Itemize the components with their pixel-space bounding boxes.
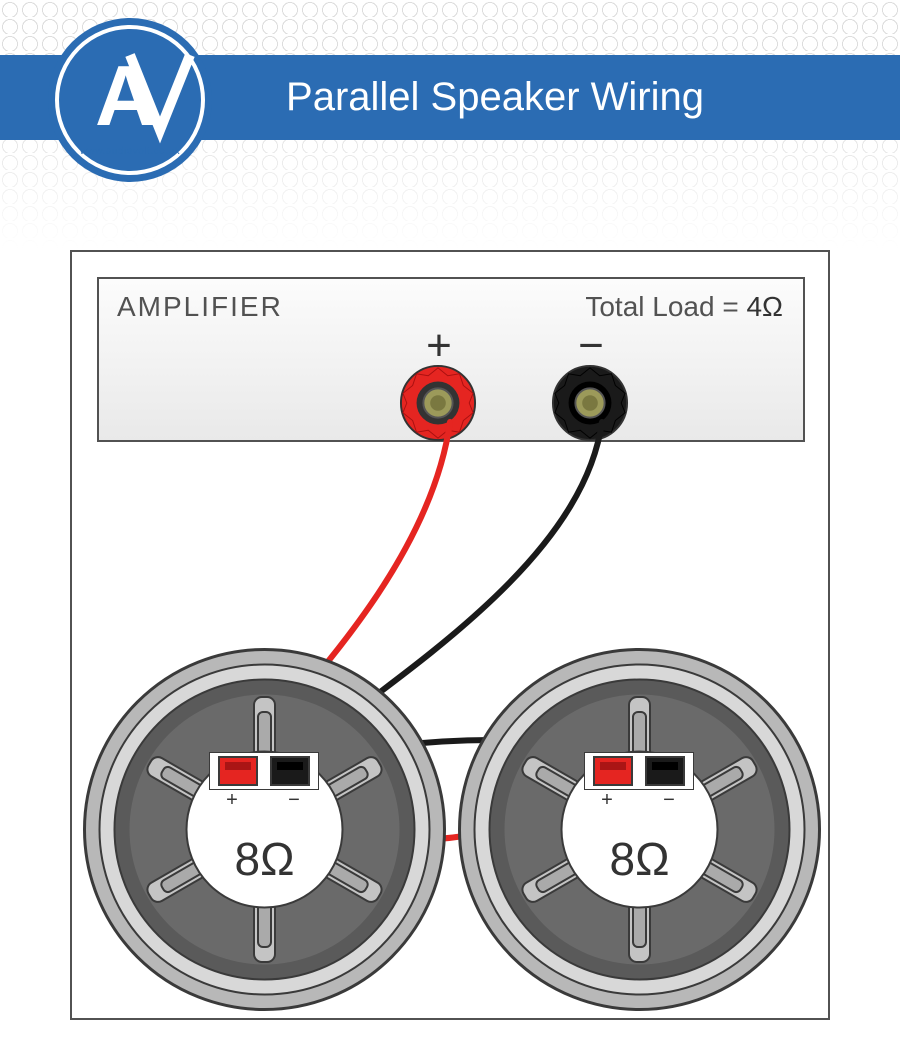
speaker-right-neg-sign: − [659, 789, 679, 812]
speaker-left-pos-sign: + [222, 789, 242, 812]
amplifier-box: AMPLIFIER Total Load = 4Ω + − [97, 277, 805, 442]
speaker-right-terminals [584, 752, 694, 790]
load-prefix: Total Load = [585, 291, 746, 322]
amplifier-label: AMPLIFIER [117, 291, 283, 323]
logo-tagline: www.audiovolt.co.uk [45, 146, 215, 157]
speaker-left-neg-sign: − [284, 789, 304, 812]
av-logo: A www.audiovolt.co.uk [45, 15, 215, 185]
speaker-right-pos-sign: + [597, 789, 617, 812]
speaker-right-impedance: 8Ω [457, 832, 822, 886]
banner-title: Parallel Speaker Wiring [196, 75, 704, 120]
total-load-label: Total Load = 4Ω [585, 291, 783, 323]
wiring-diagram: AMPLIFIER Total Load = 4Ω + − [70, 250, 830, 1020]
speaker-left-terminals [209, 752, 319, 790]
amp-positive-jack [399, 364, 477, 442]
speaker-right: + − 8Ω [457, 647, 822, 1012]
amp-negative-jack [551, 364, 629, 442]
speaker-left: + − 8Ω [82, 647, 447, 1012]
logo-svg: A [45, 15, 215, 185]
load-value: 4Ω [746, 291, 783, 322]
speaker-left-impedance: 8Ω [82, 832, 447, 886]
